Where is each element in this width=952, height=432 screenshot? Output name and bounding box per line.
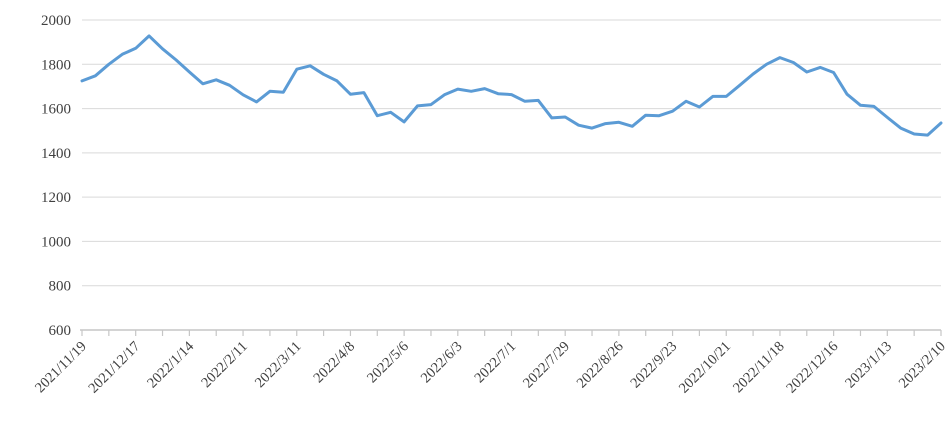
y-axis-labels: 600 800 1000 1200 1400 1600 1800 2000 xyxy=(41,13,71,339)
x-axis-tick-label: 2022/2/11 xyxy=(198,339,251,392)
y-axis-tick-label: 1400 xyxy=(41,146,71,162)
x-axis-tick-label: 2022/7/29 xyxy=(520,339,573,392)
x-axis-tick-label: 2022/3/11 xyxy=(252,339,305,392)
y-axis-tick-label: 1800 xyxy=(41,57,71,73)
y-axis-tick-label: 2000 xyxy=(41,13,71,29)
x-axis-tick-label: 2022/11/18 xyxy=(730,339,788,397)
x-axis-tick-label: 2022/10/21 xyxy=(676,339,734,397)
x-axis-tick-label: 2023/2/10 xyxy=(896,339,949,392)
x-axis-tick-label: 2022/4/8 xyxy=(310,339,358,387)
gridlines xyxy=(82,19,941,287)
x-axis-tick-label: 2022/6/3 xyxy=(418,339,466,387)
y-axis-tick-label: 1200 xyxy=(41,190,71,206)
x-axis-tick-label: 2023/1/13 xyxy=(842,339,895,392)
x-axis-tick-label: 2022/9/23 xyxy=(627,339,680,392)
x-axis-ticks xyxy=(81,330,942,336)
x-axis-tick-label: 2022/12/16 xyxy=(783,339,841,397)
x-axis-tick-label: 2021/11/19 xyxy=(32,339,90,397)
x-axis-tick-label: 2022/7/1 xyxy=(472,339,520,387)
x-axis-tick-label: 2022/8/26 xyxy=(574,339,627,392)
x-axis-tick-label: 2021/12/17 xyxy=(85,339,143,397)
y-axis-tick-label: 800 xyxy=(49,279,72,295)
y-axis-tick-label: 600 xyxy=(49,323,72,339)
x-axis-tick-label: 2022/5/6 xyxy=(364,339,412,387)
y-axis-tick-label: 1600 xyxy=(41,102,71,118)
series-line xyxy=(80,34,943,137)
y-axis-tick-label: 1000 xyxy=(41,234,71,250)
x-axis-tick-label: 2022/1/14 xyxy=(144,338,197,391)
